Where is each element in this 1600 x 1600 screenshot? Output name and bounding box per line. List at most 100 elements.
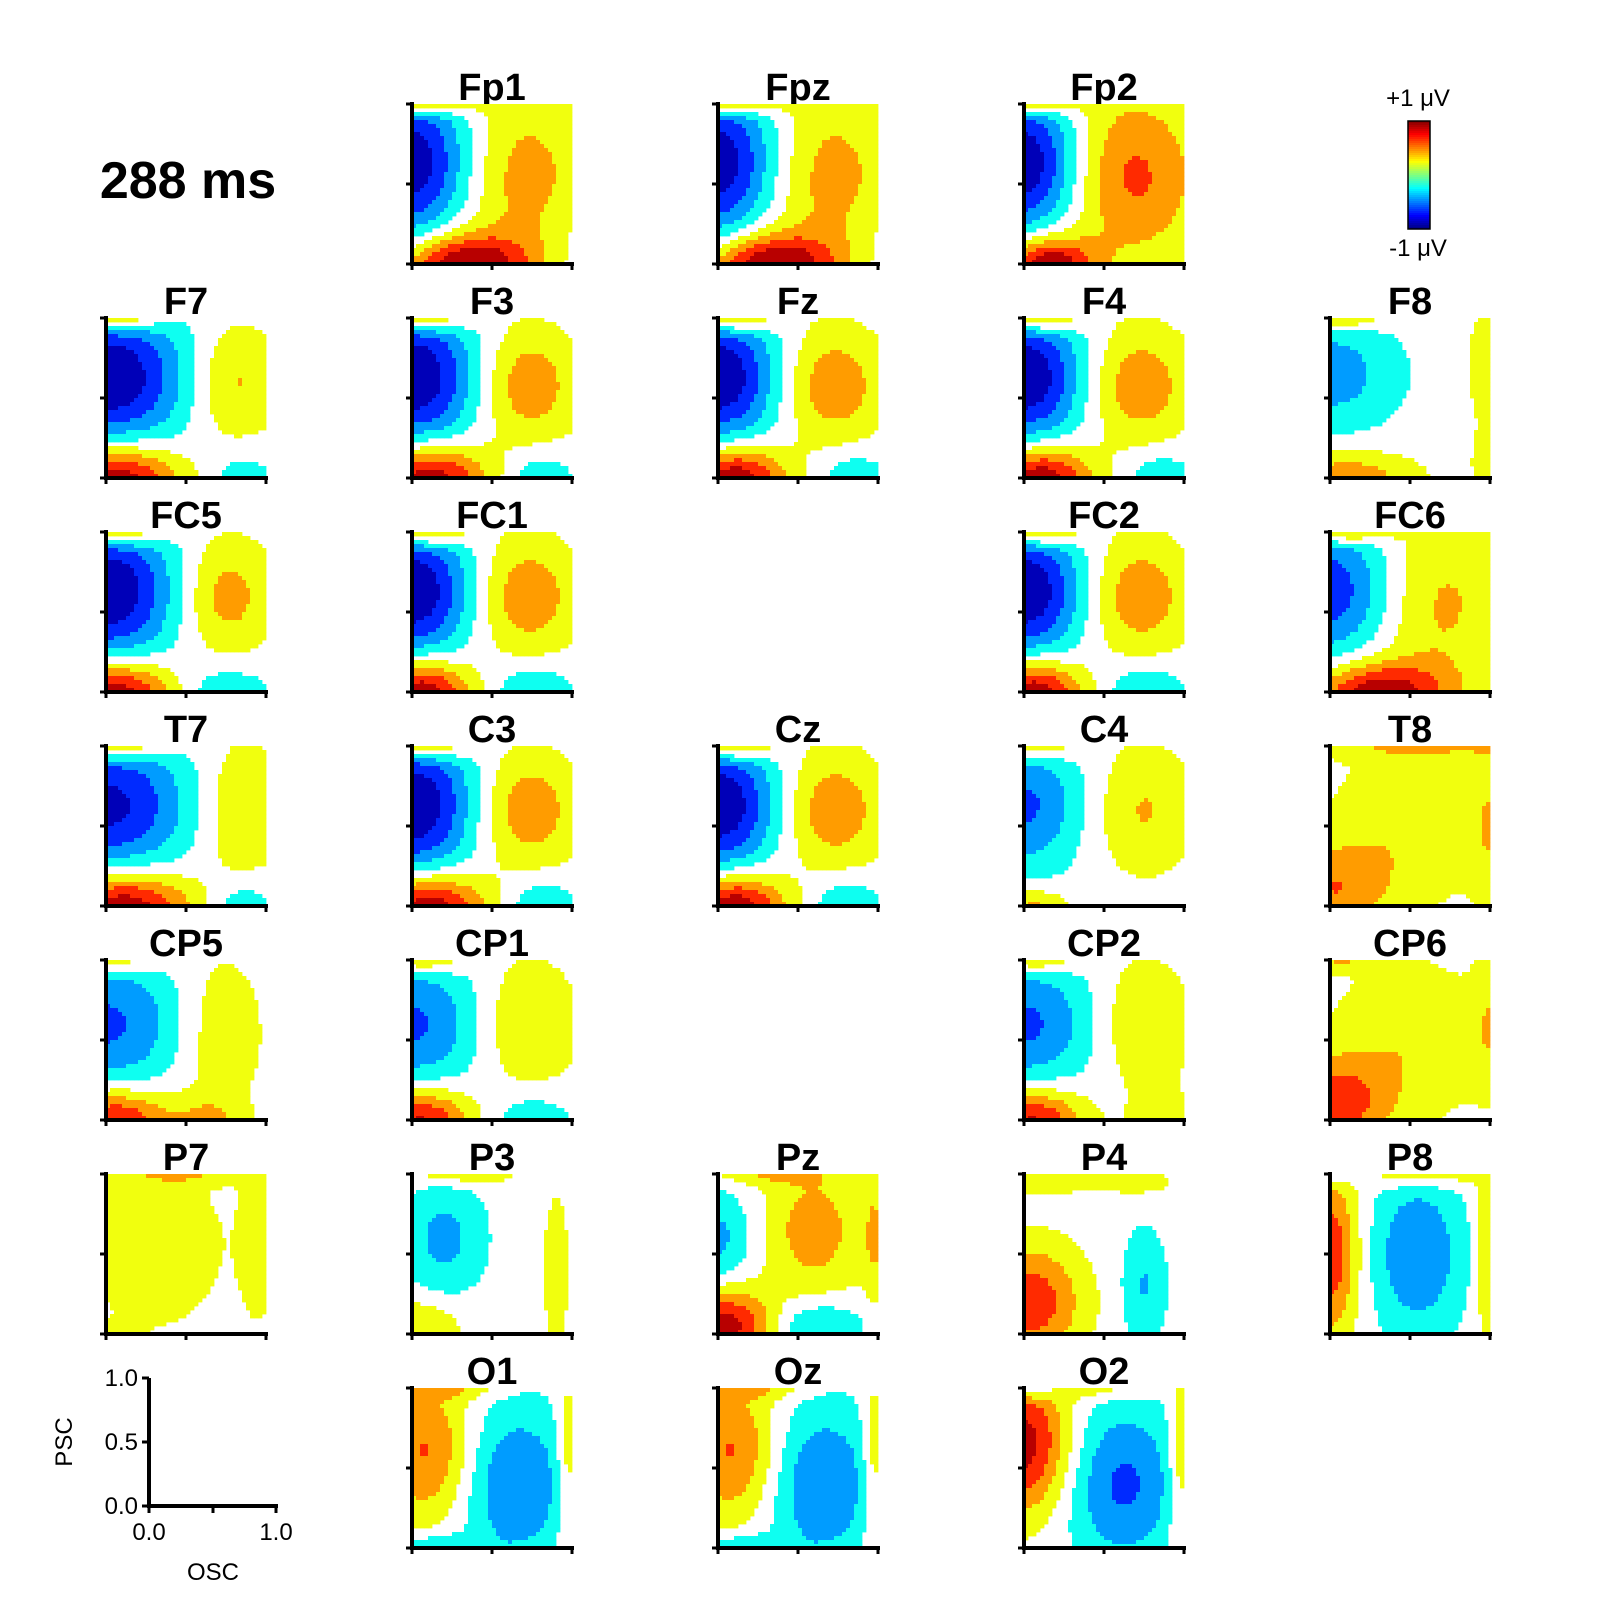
panel-fp2: Fp2	[1018, 67, 1186, 270]
panel-title-fp1: Fp1	[458, 67, 526, 109]
heatmap-fp2	[1024, 104, 1185, 265]
panel-t8: T8	[1324, 709, 1492, 912]
panel-p3: P3	[406, 1137, 574, 1340]
panel-f8: F8	[1324, 281, 1492, 484]
panel-cp5: CP5	[100, 923, 268, 1126]
heatmap-f3	[412, 318, 573, 479]
heatmap-p4	[1024, 1174, 1169, 1335]
heatmap-fp1	[412, 104, 573, 265]
heatmap-cp6	[1330, 960, 1491, 1121]
panel-title-pz: Pz	[776, 1137, 820, 1179]
colorbar-frame	[1407, 120, 1431, 230]
heatmap-f7	[106, 318, 267, 479]
heatmap-c4	[1024, 746, 1185, 907]
heatmap-f8	[1330, 318, 1491, 479]
panel-f7: F7	[100, 281, 268, 484]
key-y-tick-label-1: 1.0	[105, 1365, 138, 1392]
panel-title-o2: O2	[1079, 1351, 1130, 1393]
panel-title-cp6: CP6	[1373, 923, 1447, 965]
panel-p7: P7	[100, 1137, 268, 1340]
colorbar: +1 μV -1 μV	[1386, 85, 1450, 262]
heatmap-fc5	[106, 532, 267, 693]
heatmap-p3	[412, 1174, 569, 1335]
panel-c3: C3	[406, 709, 574, 912]
panel-title-p8: P8	[1387, 1137, 1433, 1179]
heatmap-cp5	[106, 960, 263, 1121]
key-y-tick-label-mid: 0.5	[105, 1429, 138, 1456]
panel-title-f8: F8	[1388, 281, 1432, 323]
panel-cp1: CP1	[406, 923, 574, 1126]
heatmap-o1	[412, 1388, 573, 1549]
panel-fc6: FC6	[1324, 495, 1492, 698]
panel-title-f4: F4	[1082, 281, 1126, 323]
panel-fc2: FC2	[1018, 495, 1186, 698]
key-x-axis-label: OSC	[187, 1559, 239, 1586]
heatmap-fz	[718, 318, 879, 479]
panel-oz: Oz	[712, 1351, 880, 1554]
time-label: 288 ms	[100, 152, 276, 210]
panel-title-c4: C4	[1080, 709, 1129, 751]
panel-f3: F3	[406, 281, 574, 484]
panel-title-f7: F7	[164, 281, 208, 323]
key-y-axis-label: PSC	[51, 1417, 78, 1466]
heatmap-f4	[1024, 318, 1185, 479]
heatmap-c3	[412, 746, 573, 907]
heatmap-fc1	[412, 532, 573, 693]
colorbar-gradient	[1408, 121, 1430, 230]
heatmap-fc2	[1024, 532, 1185, 693]
panel-cz: Cz	[712, 709, 880, 912]
heatmap-fc6	[1330, 532, 1491, 693]
key-axes: 1.0 0.5 0.0 0.0 1.0 OSC PSC	[51, 1365, 293, 1586]
panel-title-c3: C3	[468, 709, 517, 751]
panel-pz: Pz	[712, 1137, 880, 1340]
panel-title-fc1: FC1	[456, 495, 528, 537]
panel-cp6: CP6	[1324, 923, 1492, 1126]
panel-title-f3: F3	[470, 281, 514, 323]
heatmap-cz	[718, 746, 879, 907]
heatmap-t7	[106, 746, 267, 907]
panel-title-t7: T7	[164, 709, 208, 751]
heatmap-p8	[1330, 1174, 1491, 1335]
heatmap-pz	[718, 1174, 879, 1335]
panel-title-cp1: CP1	[455, 923, 529, 965]
panel-title-fc6: FC6	[1374, 495, 1446, 537]
heatmap-t8	[1330, 746, 1491, 907]
panel-title-fpz: Fpz	[765, 67, 830, 109]
key-y-tick-label-0: 0.0	[105, 1493, 138, 1520]
panel-title-cz: Cz	[775, 709, 821, 751]
heatmap-cp1	[412, 960, 573, 1121]
panel-c4: C4	[1018, 709, 1186, 912]
heatmap-o2	[1024, 1388, 1185, 1549]
panel-title-cp2: CP2	[1067, 923, 1141, 965]
panel-title-t8: T8	[1388, 709, 1432, 751]
panel-p4: P4	[1018, 1137, 1186, 1340]
heatmap-cp2	[1024, 960, 1185, 1121]
panel-title-p3: P3	[469, 1137, 515, 1179]
panel-title-o1: O1	[467, 1351, 518, 1393]
panel-t7: T7	[100, 709, 268, 912]
panel-fc5: FC5	[100, 495, 268, 698]
panel-fz: Fz	[712, 281, 880, 484]
panel-fc1: FC1	[406, 495, 574, 698]
panel-p8: P8	[1324, 1137, 1492, 1340]
heatmap-oz	[718, 1388, 879, 1549]
panel-title-fz: Fz	[777, 281, 819, 323]
panel-f4: F4	[1018, 281, 1186, 484]
panel-cp2: CP2	[1018, 923, 1186, 1126]
colorbar-max-label: +1 μV	[1386, 85, 1450, 112]
panel-title-p4: P4	[1081, 1137, 1127, 1179]
panel-o1: O1	[406, 1351, 574, 1554]
heatmap-p7	[106, 1174, 267, 1335]
panel-fp1: Fp1	[406, 67, 574, 270]
panel-title-p7: P7	[163, 1137, 209, 1179]
panel-o2: O2	[1018, 1351, 1186, 1554]
key-x-tick-label-1: 1.0	[259, 1519, 292, 1546]
heatmap-fpz	[718, 104, 879, 265]
key-x-tick-label-0: 0.0	[132, 1519, 165, 1546]
panel-title-fp2: Fp2	[1070, 67, 1138, 109]
colorbar-min-label: -1 μV	[1389, 235, 1447, 262]
panel-title-fc5: FC5	[150, 495, 222, 537]
panel-title-fc2: FC2	[1068, 495, 1140, 537]
electrode-panels: Fp1 Fpz Fp2 F7 F3 Fz F4 F8 FC5 FC1 FC2 FC6 T7 C3 Cz C4 T…	[100, 67, 1492, 1554]
